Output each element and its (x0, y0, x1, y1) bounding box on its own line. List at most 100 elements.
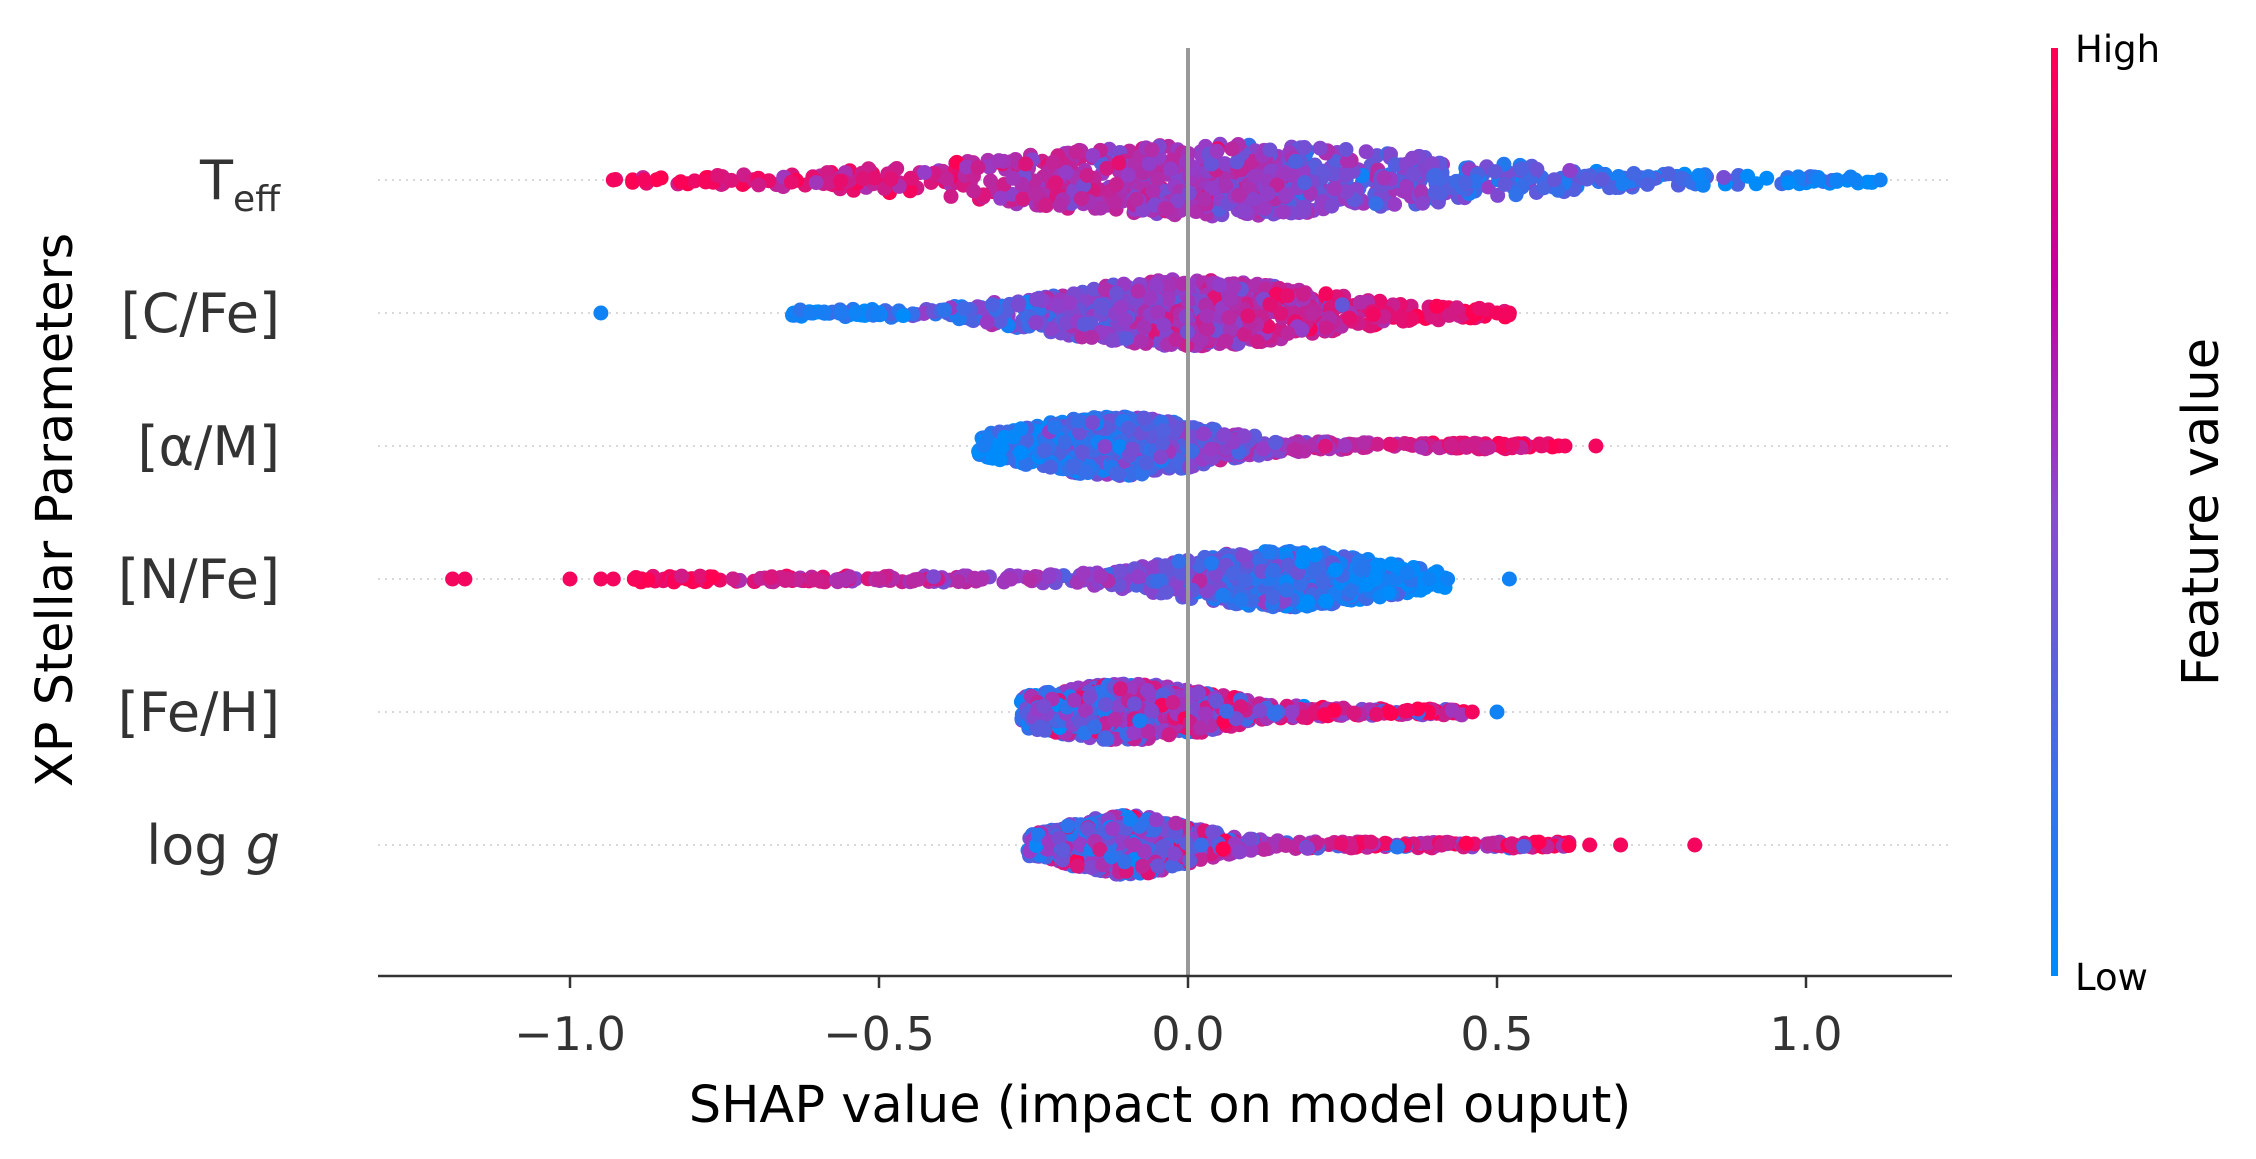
shap-point (1018, 156, 1034, 172)
shap-point (1284, 704, 1300, 720)
shap-point (1315, 574, 1330, 590)
shap-point (1404, 311, 1420, 327)
shap-point (917, 165, 933, 180)
shap-point (1085, 148, 1101, 163)
shap-point (937, 302, 953, 318)
shap-point (1369, 436, 1385, 452)
shap-point (1343, 583, 1359, 599)
shap-point (808, 175, 824, 191)
shap-point (1365, 306, 1381, 322)
shap-point (1084, 329, 1100, 345)
shap-point-outlier (457, 571, 473, 587)
shap-point (883, 171, 899, 187)
shap-point (1278, 187, 1294, 203)
shap-point-outlier (1440, 571, 1456, 587)
shap-point (1097, 697, 1113, 713)
shap-point (1196, 426, 1211, 442)
shap-point (1328, 154, 1344, 170)
shap-point (1261, 544, 1277, 560)
shap-point (1093, 569, 1109, 584)
shap-point (1376, 170, 1392, 186)
shap-point (1240, 308, 1256, 324)
shap-point (1068, 144, 1084, 160)
shap-point (1529, 161, 1545, 177)
shap-point (1203, 156, 1219, 172)
shap-point (1003, 571, 1019, 587)
shap-point (1266, 562, 1281, 578)
shap-point (1359, 577, 1375, 592)
shap-point (1161, 727, 1177, 743)
shap-point (1399, 565, 1415, 581)
shap-point-outlier (605, 571, 621, 587)
shap-point (1273, 306, 1289, 321)
shap-point (1142, 290, 1158, 306)
shap-point (1168, 332, 1184, 347)
shap-point (1112, 681, 1128, 697)
shap-point (1262, 296, 1278, 312)
shap-point (1076, 316, 1092, 332)
shap-point (1338, 167, 1354, 183)
shap-point (1132, 713, 1148, 729)
shap-point (830, 574, 846, 590)
shap-point (1233, 592, 1249, 608)
shap-point (1218, 333, 1233, 349)
shap-point (1356, 435, 1372, 451)
shap-point (1079, 168, 1095, 183)
shap-point (1070, 413, 1086, 429)
shap-point (1219, 703, 1234, 719)
shap-point (1279, 288, 1295, 304)
shap-point (1066, 692, 1082, 708)
shap-point (1223, 321, 1239, 337)
shap-point (687, 173, 703, 189)
shap-point (1546, 172, 1562, 188)
shap-point (1212, 277, 1228, 293)
shap-point (1337, 438, 1353, 454)
shap-point (725, 571, 741, 587)
shap-point-outlier (1489, 305, 1505, 321)
shap-point (1133, 333, 1149, 349)
shap-point (1356, 559, 1372, 575)
shap-point (1318, 286, 1334, 302)
shap-point (1057, 434, 1073, 450)
shap-point (1536, 180, 1552, 196)
shap-point (1043, 459, 1058, 475)
shap-point (1075, 565, 1091, 581)
shap-point (1860, 174, 1876, 190)
shap-point (803, 305, 818, 321)
beeswarm-points (445, 136, 1888, 882)
shap-point (993, 190, 1009, 206)
shap-point-outlier (1489, 704, 1505, 720)
shap-point (1229, 154, 1245, 170)
shap-point (1307, 547, 1323, 563)
shap-point (784, 174, 799, 190)
shap-point (1199, 321, 1215, 337)
shap-point (1236, 326, 1252, 342)
shap-point (1198, 706, 1213, 722)
shap-point (1413, 184, 1429, 200)
shap-point (1513, 161, 1529, 177)
shap-point (1052, 197, 1068, 213)
shap-point (1340, 154, 1355, 170)
shap-point (1594, 172, 1610, 187)
shap-point (1404, 150, 1420, 166)
shap-point (991, 153, 1007, 169)
shap-point (1223, 291, 1239, 307)
shap-point (1045, 154, 1061, 170)
shap-point (959, 159, 974, 175)
shap-point (1005, 170, 1021, 186)
shap-point (1716, 170, 1732, 185)
shap-point (1579, 171, 1595, 187)
shap-point (1224, 141, 1240, 157)
shap-point (1324, 198, 1340, 214)
shap-point (1216, 427, 1232, 443)
shap-point (1158, 558, 1174, 574)
shap-point (1334, 297, 1350, 313)
shap-point (1145, 183, 1161, 199)
shap-point (1661, 166, 1677, 182)
shap-point (1691, 168, 1707, 183)
shap-point (1215, 587, 1231, 603)
shap-point (1221, 310, 1237, 326)
shap-point (673, 174, 689, 190)
shap-point (1740, 168, 1756, 184)
shap-point (1128, 191, 1144, 207)
